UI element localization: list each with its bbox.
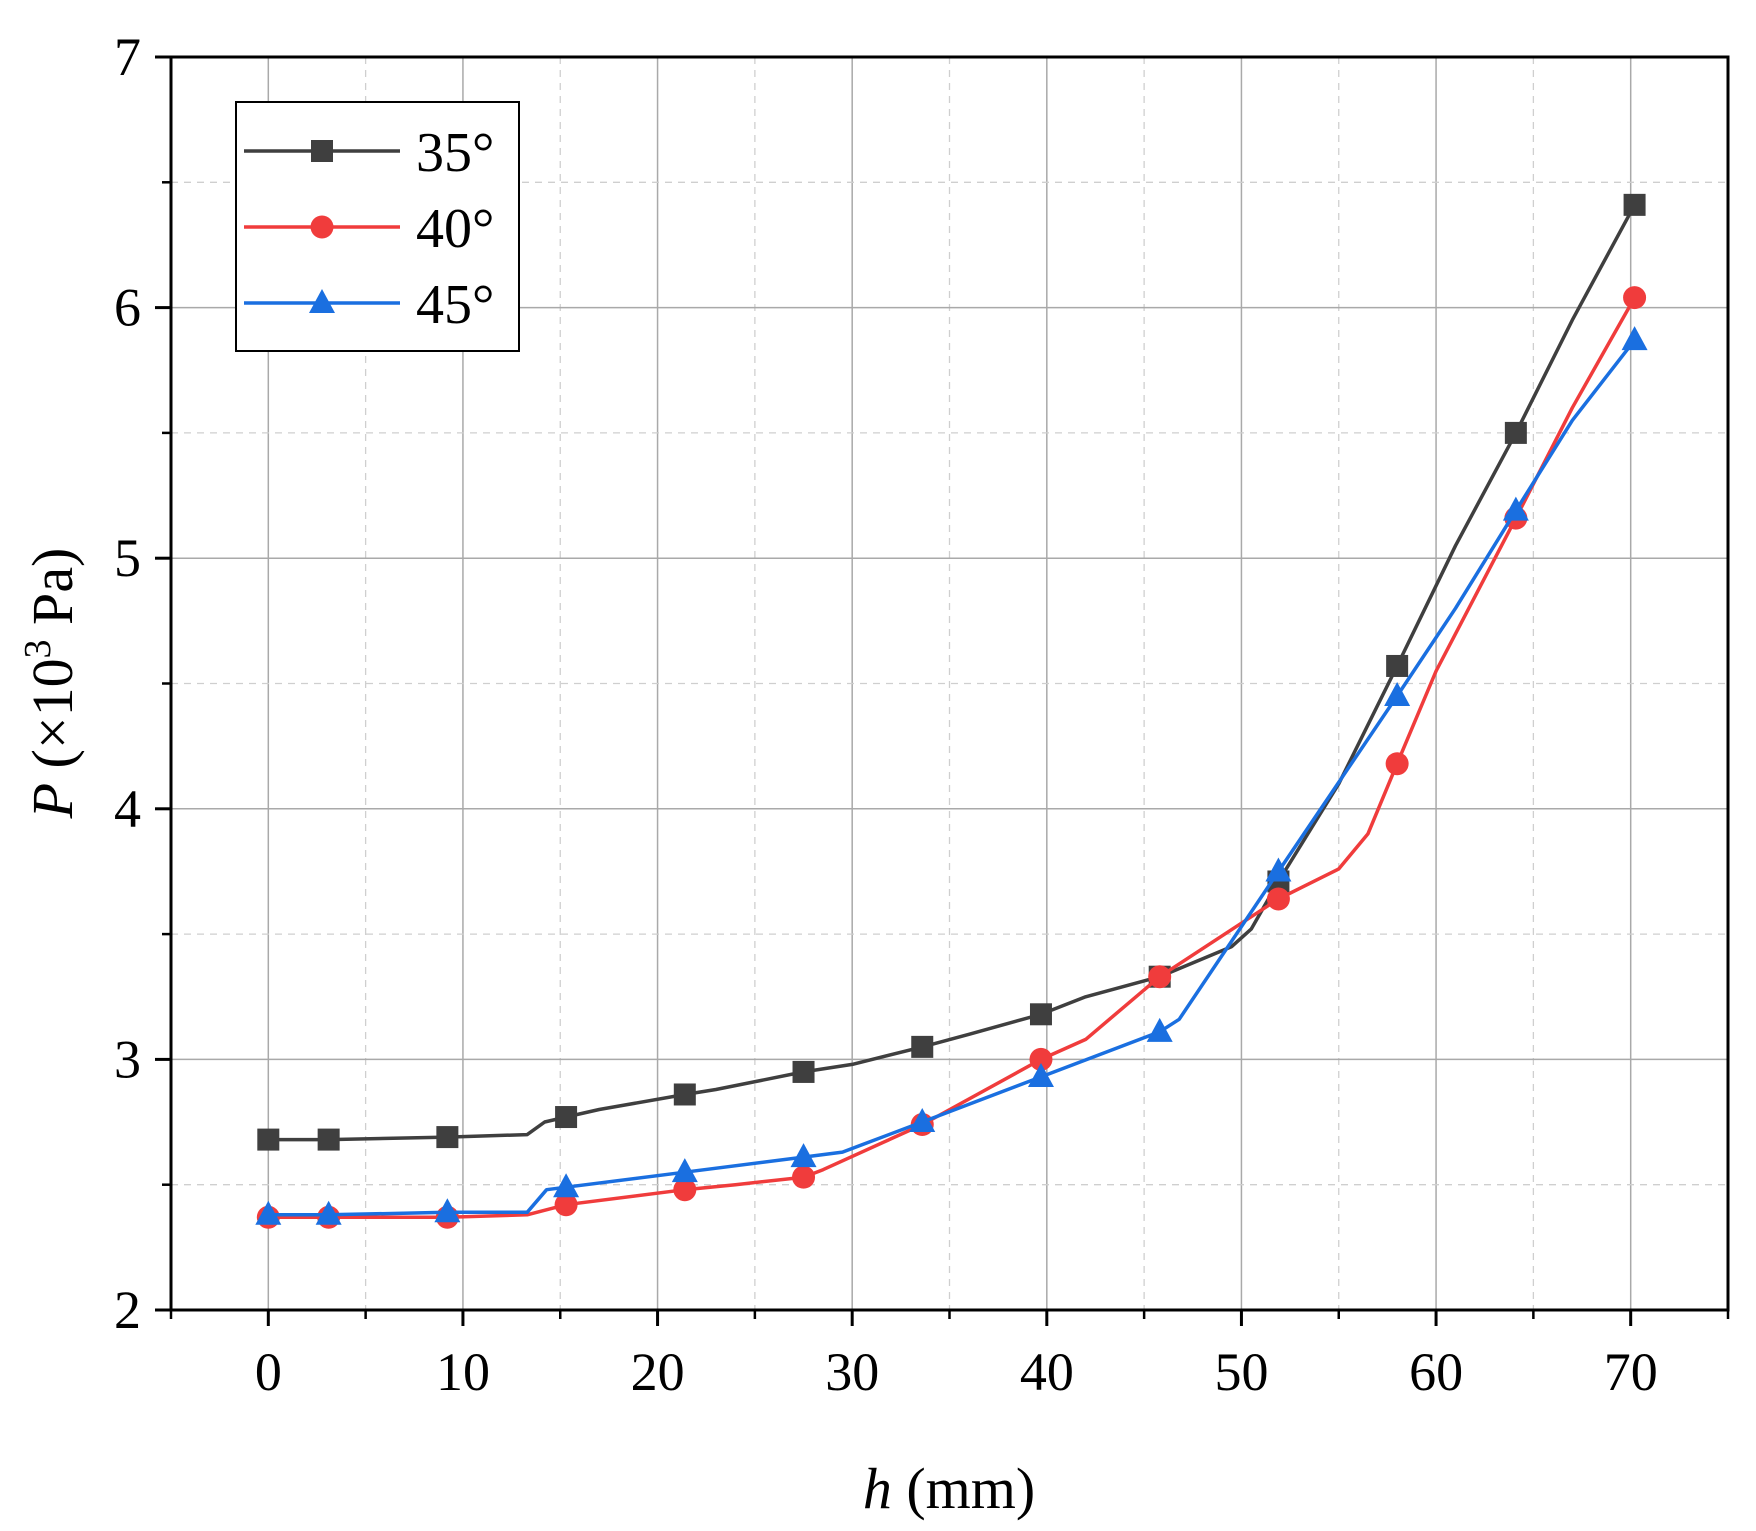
data-point-triangle	[1502, 496, 1529, 521]
tick-labels: 0 10 20 30 40 50 60 70 2 3 4 5 6 7	[114, 27, 1658, 1402]
data-point-circle	[792, 1165, 816, 1189]
x-tick-label: 0	[255, 1342, 282, 1402]
data-point-square	[317, 1128, 340, 1151]
y-tick-label: 3	[114, 1029, 141, 1089]
data-point-circle	[1266, 887, 1290, 911]
data-point-square	[436, 1126, 459, 1149]
x-tick-label: 20	[631, 1342, 685, 1402]
data-point-square	[673, 1083, 696, 1106]
data-point-square	[1504, 421, 1527, 444]
data-point-circle	[1029, 1047, 1053, 1071]
y-tick-label: 4	[114, 779, 141, 839]
data-point-triangle	[1384, 682, 1411, 707]
data-point-triangle	[434, 1198, 461, 1223]
legend-swatch-marker	[309, 289, 335, 313]
legend-label: 40°	[416, 198, 494, 260]
legend-entry-0: 35°	[244, 122, 494, 184]
legend-entry-2: 45°	[244, 274, 494, 336]
x-tick-label: 70	[1604, 1342, 1658, 1402]
data-point-circle	[1148, 965, 1172, 989]
series-2	[255, 326, 1648, 1225]
data-point-square	[792, 1060, 815, 1083]
legend-swatch-marker	[310, 215, 334, 239]
data-point-triangle	[790, 1143, 817, 1168]
data-point-triangle	[553, 1173, 580, 1198]
data-point-square	[1029, 1003, 1052, 1026]
y-tick-label: 7	[114, 27, 141, 87]
legend-label: 35°	[416, 122, 494, 184]
data-point-triangle	[315, 1200, 342, 1225]
x-tick-label: 10	[436, 1342, 490, 1402]
data-point-triangle	[1265, 857, 1292, 882]
data-point-triangle	[671, 1158, 698, 1183]
data-point-square	[911, 1035, 934, 1058]
data-point-circle	[673, 1178, 697, 1202]
data-point-circle	[1623, 286, 1647, 310]
legend: 35° 40° 45°	[235, 101, 520, 352]
data-point-triangle	[1146, 1017, 1173, 1042]
data-point-square	[257, 1128, 280, 1151]
data-point-triangle	[1621, 326, 1648, 351]
x-tick-label: 30	[825, 1342, 879, 1402]
data-point-triangle	[1027, 1062, 1054, 1087]
y-tick-label: 5	[114, 528, 141, 588]
y-axis-title: P (×103 Pa)	[17, 548, 85, 820]
data-point-circle	[1385, 752, 1409, 776]
data-point-square	[1386, 654, 1409, 677]
axis-ticks	[155, 55, 1730, 1326]
series-layer	[255, 193, 1648, 1229]
data-point-square	[1623, 193, 1646, 216]
x-tick-label: 60	[1409, 1342, 1463, 1402]
data-point-square	[555, 1106, 578, 1129]
legend-swatch-marker	[311, 140, 333, 162]
data-point-triangle	[255, 1200, 282, 1225]
y-tick-label: 6	[114, 278, 141, 338]
x-tick-label: 50	[1214, 1342, 1268, 1402]
x-axis-title: h (mm)	[863, 1456, 1035, 1521]
y-tick-label: 2	[114, 1280, 141, 1340]
legend-label: 45°	[416, 274, 494, 336]
legend-entry-1: 40°	[244, 198, 494, 260]
data-point-circle	[554, 1193, 578, 1217]
data-point-triangle	[909, 1108, 936, 1133]
x-tick-label: 40	[1020, 1342, 1074, 1402]
